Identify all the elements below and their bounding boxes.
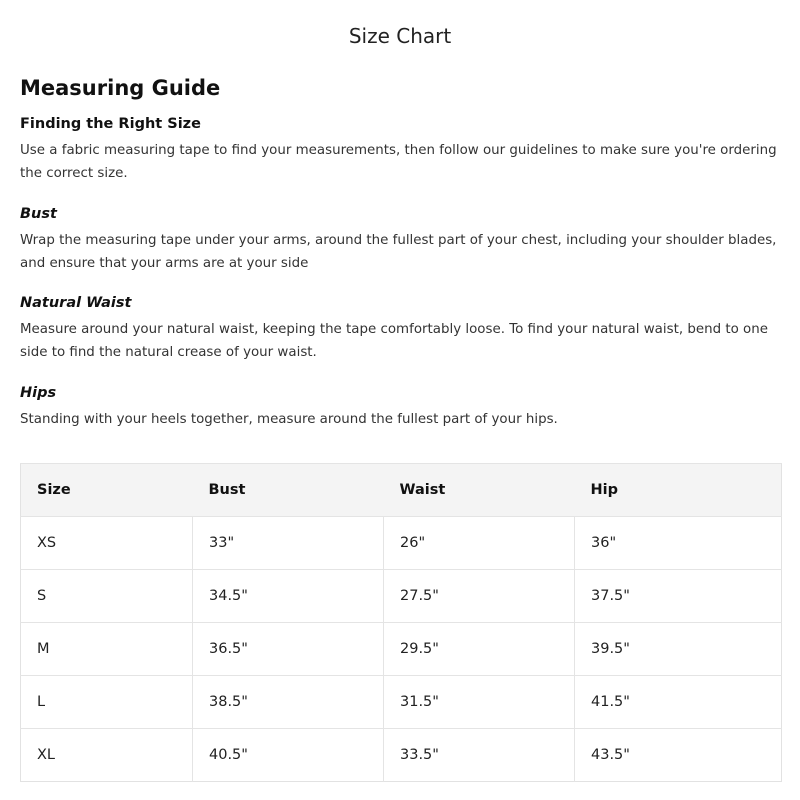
section-text: Standing with your heels together, measu… <box>20 412 558 427</box>
table-cell: 29.5" <box>383 622 575 676</box>
section-text: Wrap the measuring tape under your arms,… <box>20 233 777 271</box>
table-cell: 36" <box>574 516 782 570</box>
section-title: Hips <box>20 385 57 401</box>
table-cell: 27.5" <box>383 569 575 623</box>
section-bust: Bust Wrap the measuring tape under your … <box>20 206 790 275</box>
table-cell: 31.5" <box>383 675 575 729</box>
page-title: Size Chart <box>348 24 452 48</box>
table-row: S 34.5" 27.5" 37.5" <box>20 569 782 623</box>
section-hips: Hips Standing with your heels together, … <box>20 385 790 431</box>
table-cell: 38.5" <box>192 675 384 729</box>
header-bust: Bust <box>192 463 384 517</box>
table-cell: 39.5" <box>574 622 782 676</box>
table-cell: 43.5" <box>574 728 782 782</box>
table-cell: M <box>20 622 193 676</box>
guide-heading: Measuring Guide <box>20 76 221 100</box>
table-row: M 36.5" 29.5" 39.5" <box>20 622 782 676</box>
table-cell: 41.5" <box>574 675 782 729</box>
table-cell: 26" <box>383 516 575 570</box>
table-cell: 37.5" <box>574 569 782 623</box>
section-waist: Natural Waist Measure around your natura… <box>20 295 790 364</box>
table-cell: 33" <box>192 516 384 570</box>
table-cell: XS <box>20 516 193 570</box>
section-title: Finding the Right Size <box>20 116 201 132</box>
table-cell: 33.5" <box>383 728 575 782</box>
section-text: Use a fabric measuring tape to find your… <box>20 143 777 181</box>
section-title: Bust <box>20 206 57 222</box>
table-cell: L <box>20 675 193 729</box>
table-header-row: Size Bust Waist Hip <box>20 463 782 517</box>
section-title: Natural Waist <box>20 295 132 311</box>
header-hip: Hip <box>574 463 782 517</box>
section-text: Measure around your natural waist, keepi… <box>20 322 768 360</box>
header-size: Size <box>20 463 193 517</box>
table-cell: 36.5" <box>192 622 384 676</box>
table-cell: 40.5" <box>192 728 384 782</box>
table-cell: 34.5" <box>192 569 384 623</box>
table-row: XL 40.5" 33.5" 43.5" <box>20 728 782 782</box>
size-table: Size Bust Waist Hip XS 33" 26" 36" S 34.5" 27.… <box>20 463 782 782</box>
table-cell: XL <box>20 728 193 782</box>
table-row: L 38.5" 31.5" 41.5" <box>20 675 782 729</box>
section-finding-size: Finding the Right Size Use a fabric meas… <box>20 116 790 185</box>
header-waist: Waist <box>383 463 575 517</box>
table-cell: S <box>20 569 193 623</box>
table-row: XS 33" 26" 36" <box>20 516 782 570</box>
